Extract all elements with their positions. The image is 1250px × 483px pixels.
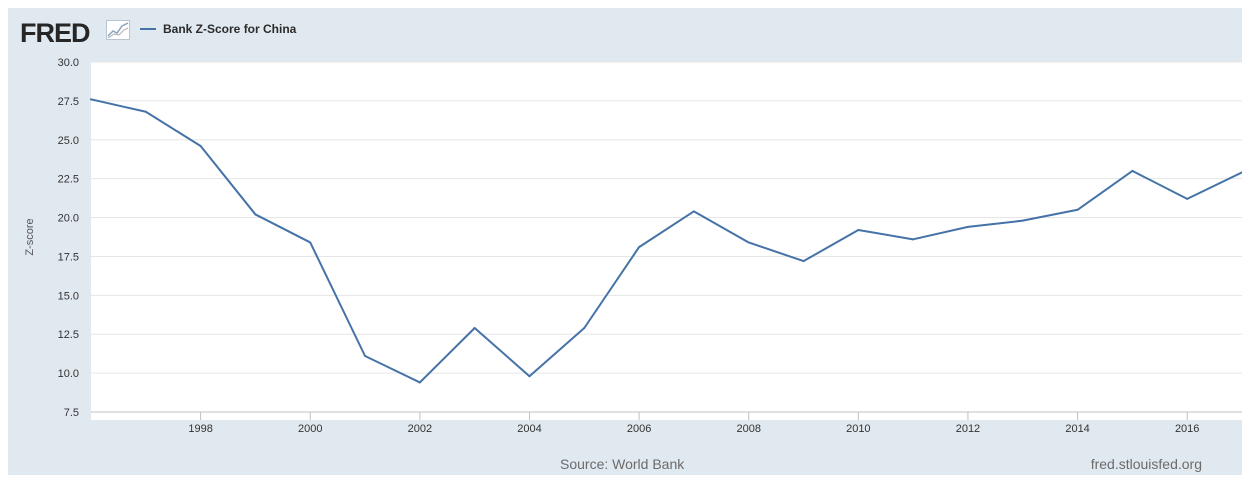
data-point — [583, 327, 586, 329]
data-point — [364, 355, 367, 357]
data-point — [309, 241, 312, 244]
x-tick-label: 2000 — [298, 423, 322, 435]
y-tick-label: 7.5 — [64, 407, 79, 419]
y-tick-label: 20.0 — [58, 213, 79, 225]
y-axis-title: Z-score — [24, 218, 36, 255]
y-tick-label: 15.0 — [58, 290, 79, 302]
legend-swatch — [140, 28, 156, 30]
data-point — [966, 225, 969, 228]
data-point — [90, 98, 92, 101]
data-point — [912, 238, 915, 241]
data-point — [1186, 197, 1189, 200]
plot-area — [91, 62, 1242, 420]
x-tick-label: 2006 — [627, 423, 651, 435]
chart-svg[interactable]: 7.5 10.0 12.5 15.0 17.5 20.0 22.5 25.0 27.5 30.0 1… — [8, 8, 1242, 475]
x-tick-label: 2012 — [956, 423, 980, 435]
data-point — [418, 381, 421, 384]
y-tick-label: 22.5 — [58, 174, 79, 186]
site-link[interactable]: fred.stlouisfed.org — [1090, 456, 1202, 472]
x-tick-label: 2014 — [1065, 423, 1089, 435]
y-tick-label: 25.0 — [58, 135, 79, 147]
x-tick-label: 2016 — [1175, 423, 1199, 435]
series-line — [90, 98, 1242, 384]
chart-frame: FRED Bank Z-Score for China 7.5 10.0 12.5 1… — [8, 8, 1242, 475]
x-tick-label: 1998 — [188, 423, 212, 435]
fred-logo[interactable]: FRED — [20, 18, 90, 49]
logo-text: FRED — [20, 18, 90, 48]
x-tick-label: 2008 — [736, 423, 760, 435]
data-point — [802, 260, 805, 263]
y-tick-label: 10.0 — [58, 368, 79, 380]
data-point — [1241, 171, 1242, 174]
legend-label: Bank Z-Score for China — [163, 22, 297, 36]
data-point — [1076, 208, 1079, 211]
data-point — [692, 210, 695, 213]
data-point — [199, 145, 202, 147]
y-tick-label: 30.0 — [58, 57, 79, 69]
x-tick-label: 2010 — [846, 423, 870, 435]
chart-header: FRED Bank Z-Score for China — [8, 8, 1242, 56]
y-tick-label: 17.5 — [58, 251, 79, 263]
data-point — [528, 375, 531, 378]
source-note: Source: World Bank — [560, 456, 685, 472]
y-tick-label: 12.5 — [58, 329, 79, 341]
data-point — [1131, 169, 1134, 172]
chart-legend[interactable]: Bank Z-Score for China — [140, 22, 296, 36]
data-point — [747, 241, 750, 244]
data-point — [857, 229, 860, 231]
x-tick-label: 2004 — [517, 423, 541, 435]
data-point — [1021, 219, 1024, 222]
data-point — [254, 213, 257, 216]
x-tick-label: 2002 — [408, 423, 432, 435]
data-point — [638, 246, 641, 249]
data-point — [144, 110, 147, 113]
data-point — [473, 327, 476, 329]
y-tick-label: 27.5 — [58, 96, 79, 108]
line-chart-icon — [106, 20, 130, 45]
